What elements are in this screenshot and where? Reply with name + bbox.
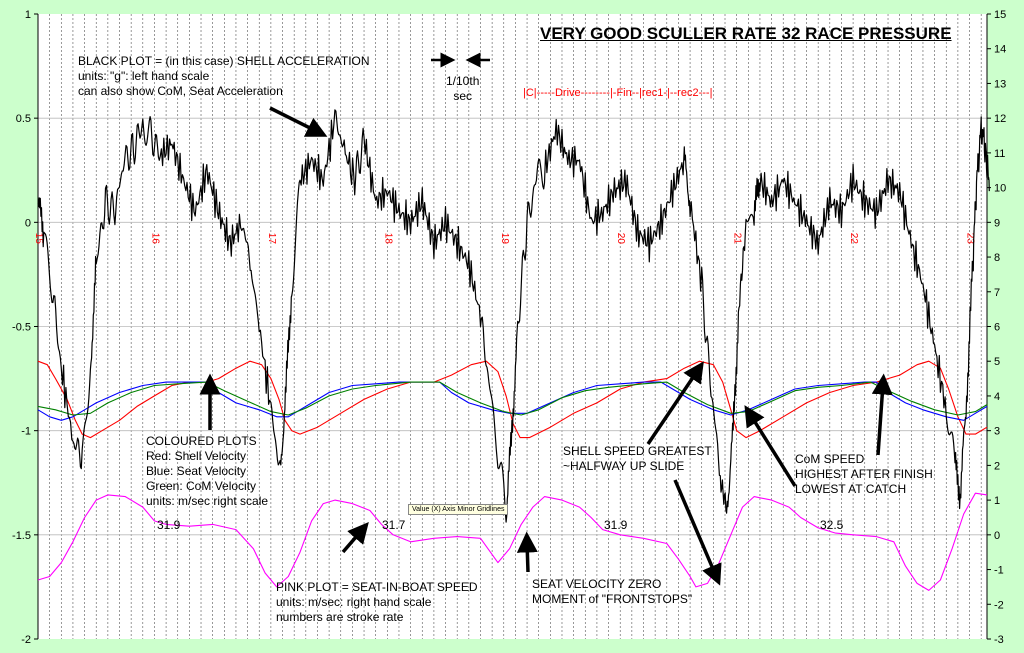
com-speed-line-1: CoM SPEED [795, 452, 865, 466]
annotation-arrow [646, 361, 704, 445]
time-tick-label: 18 [382, 233, 393, 245]
com-speed-note: CoM SPEED HIGHEST AFTER FINISH LOWEST AT… [795, 452, 933, 497]
time-tick-label: 17 [266, 233, 277, 245]
right-tick-label: 2 [994, 460, 1000, 472]
right-tick-label: 5 [994, 356, 1000, 368]
coloured-line-5: units: m/sec right scale [146, 494, 269, 508]
stroke-rate-label: 32.5 [820, 518, 844, 532]
coloured-plots-note: COLOURED PLOTS Red: Shell Velocity Blue:… [146, 434, 268, 509]
right-tick-label: 6 [994, 322, 1000, 334]
time-tick-label: 16 [149, 233, 160, 245]
annotation-arrows [199, 52, 893, 586]
right-tick-label: 3 [994, 426, 1000, 438]
black-plot-line-1: BLACK PLOT = (in this case) SHELL ACCELE… [78, 54, 370, 68]
series-line-shell-velocity [37, 360, 988, 439]
gridline-tooltip: Value (X) Axis Minor Gridlines [408, 504, 509, 515]
right-tick-label: 7 [994, 287, 1000, 299]
right-tick-label: 10 [994, 183, 1006, 195]
seat-zero-line-1: SEAT VELOCITY ZERO [532, 577, 662, 591]
shell-speed-line-2: ~HALFWAY UP SLIDE [563, 459, 685, 473]
pink-plot-note: PINK PLOT = SEAT-IN-BOAT SPEED units: m/… [276, 580, 478, 625]
series-line-shell-acceleration [37, 109, 990, 523]
left-tick-label: 1 [25, 9, 31, 21]
right-tick-label: 14 [994, 44, 1006, 56]
annotation-arrow [516, 531, 538, 573]
com-speed-line-3: LOWEST AT CATCH [795, 482, 907, 496]
black-plot-line-3: can also show CoM, Seat Acceleration [78, 84, 283, 98]
seat-zero-note: SEAT VELOCITY ZERO MOMENT of "FRONTSTOPS… [532, 577, 692, 607]
phase-label: |C|-----Drive--------|-Fin--|rec1-|--rec… [523, 87, 713, 99]
annotation-arrow [871, 373, 893, 456]
time-tick-label: 21 [732, 233, 743, 245]
annotation-arrow [744, 405, 797, 487]
coloured-line-4: Green: CoM Velocity [146, 479, 257, 493]
right-tick-label: 8 [994, 252, 1000, 264]
stroke-rate-label: 31.9 [157, 518, 181, 532]
left-axis: 1 0.5 0 -0.5 -1 -1.5 -2 [12, 9, 39, 646]
coloured-line-2: Red: Shell Velocity [146, 449, 247, 463]
seat-zero-line-2: MOMENT of "FRONTSTOPS" [532, 592, 693, 606]
right-tick-label: 0 [994, 530, 1000, 542]
left-tick-label: -2 [21, 634, 31, 646]
left-tick-label: -1 [21, 426, 31, 438]
right-tick-label: -3 [994, 634, 1004, 646]
time-tick-label: 23 [965, 233, 976, 245]
right-tick-label: 13 [994, 78, 1006, 90]
annotation-arrow [341, 522, 369, 554]
time-tick-label: 22 [848, 233, 859, 245]
left-tick-label: 0 [25, 217, 31, 229]
coloured-line-3: Blue: Seat Velocity [146, 464, 247, 478]
chart-title: VERY GOOD SCULLER RATE 32 RACE PRESSURE [540, 24, 952, 43]
time-axis-labels: 15 16 17 18 19 20 21 22 23 [33, 233, 976, 245]
pink-line-3: numbers are stroke rate [276, 610, 404, 624]
left-tick-label: -1.5 [12, 530, 31, 542]
black-plot-line-2: units: "g": left hand scale [78, 69, 210, 83]
right-tick-label: 12 [994, 113, 1006, 125]
pink-line-2: units: m/sec: right hand scale [276, 595, 432, 609]
time-tick-label: 15 [33, 233, 44, 245]
stroke-rate-label: 31.9 [604, 518, 628, 532]
right-tick-label: 1 [994, 495, 1000, 507]
series-line-seat-in-boat-speed [37, 492, 988, 591]
right-tick-label: -1 [994, 565, 1004, 577]
annotation-arrow [673, 479, 722, 586]
right-tick-label: -2 [994, 599, 1004, 611]
series-line-seat-velocity [37, 381, 988, 421]
right-tick-label: 11 [994, 148, 1005, 160]
right-tick-label: 4 [994, 391, 1000, 403]
coloured-line-1: COLOURED PLOTS [146, 434, 257, 448]
pink-line-1: PINK PLOT = SEAT-IN-BOAT SPEED [276, 580, 478, 594]
annotation-arrow [269, 106, 328, 137]
black-plot-note: BLACK PLOT = (in this case) SHELL ACCELE… [78, 54, 370, 99]
left-tick-label: 0.5 [16, 113, 31, 125]
right-tick-label: 15 [994, 9, 1006, 21]
stroke-rate-label: 31.7 [382, 518, 406, 532]
tenth-second-note: 1/10th sec [446, 74, 479, 104]
series-layer [37, 109, 990, 591]
shell-speed-line-1: SHELL SPEED GREATEST [563, 444, 712, 458]
com-speed-line-2: HIGHEST AFTER FINISH [795, 467, 933, 481]
time-tick-label: 19 [499, 233, 510, 245]
right-tick-label: 9 [994, 217, 1000, 229]
tenth-label: 1/10th [446, 74, 480, 88]
time-tick-label: 20 [615, 233, 626, 245]
left-tick-label: -0.5 [12, 322, 31, 334]
sec-label: sec [453, 89, 473, 103]
shell-speed-note: SHELL SPEED GREATEST ~HALFWAY UP SLIDE [563, 444, 712, 474]
